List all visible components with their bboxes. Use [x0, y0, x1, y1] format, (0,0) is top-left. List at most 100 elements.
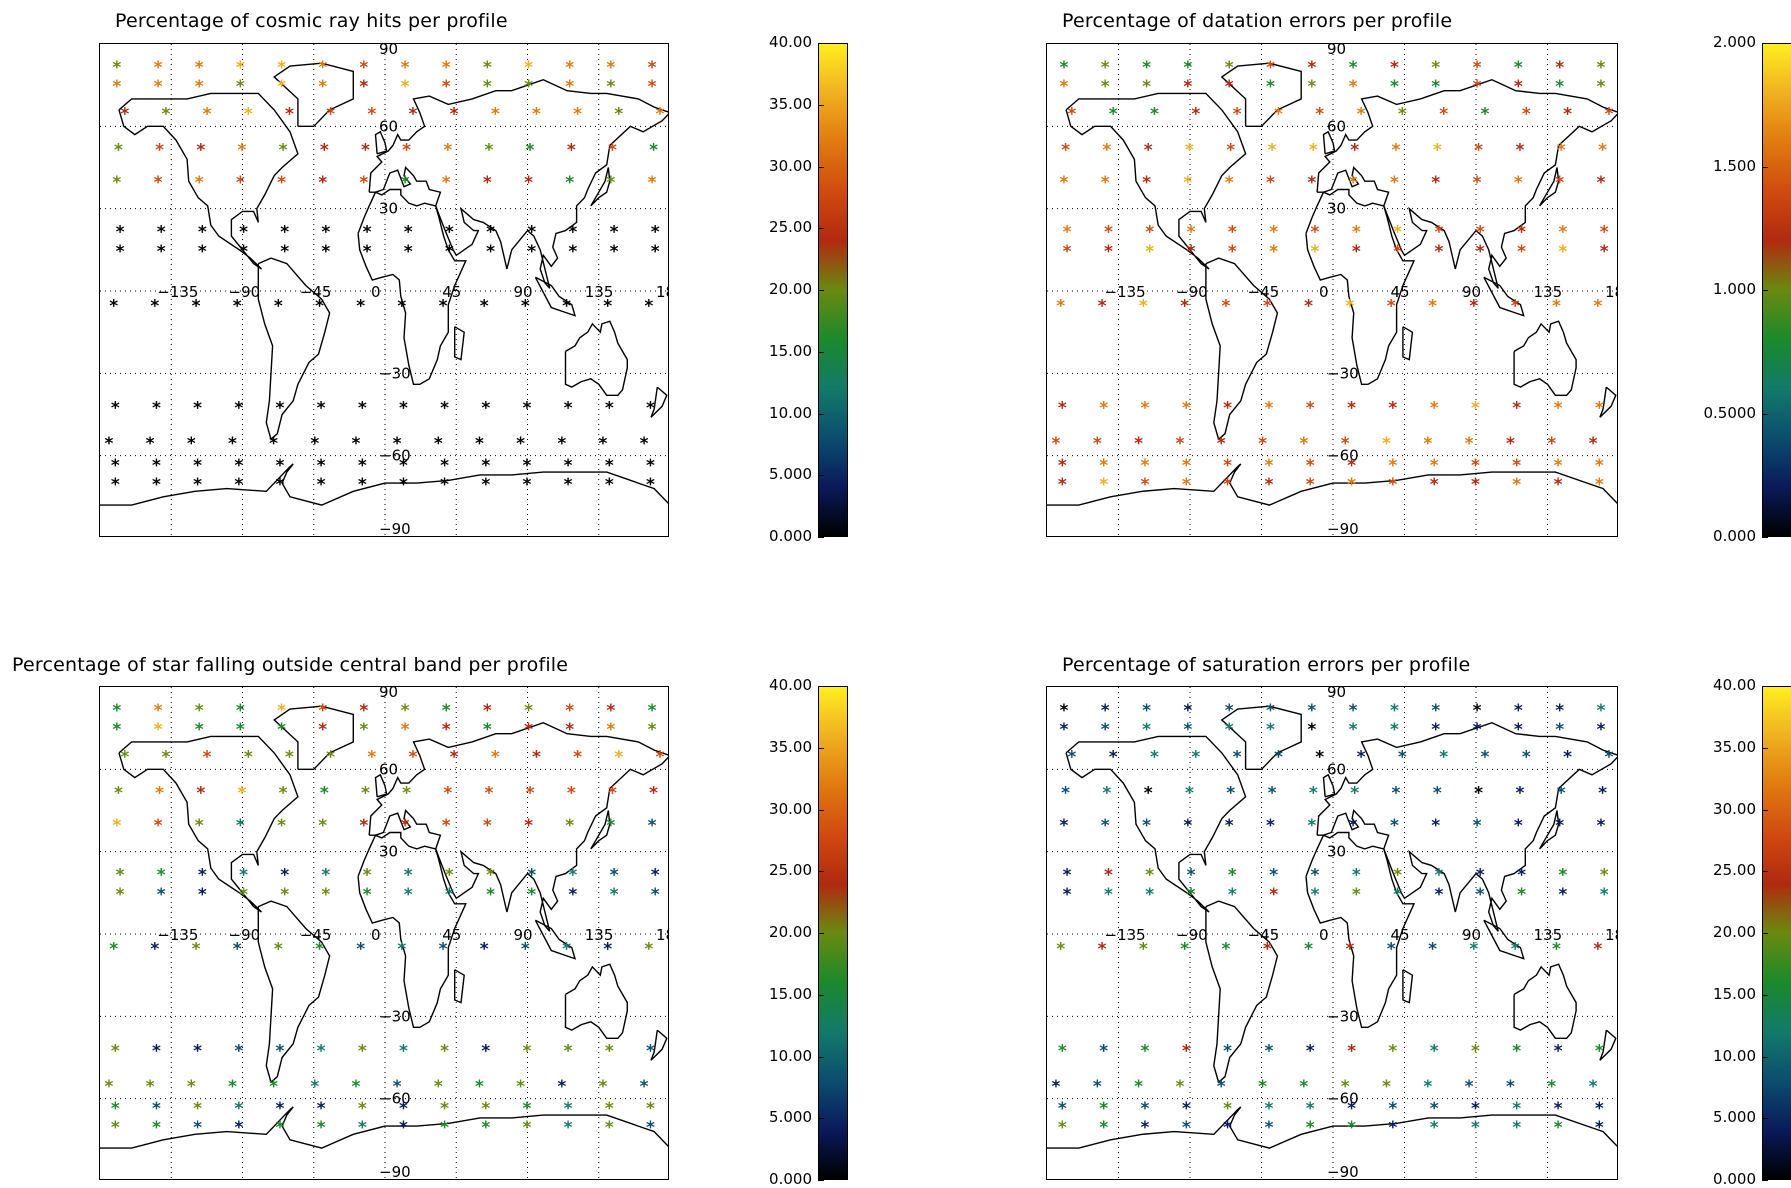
profile-marker: *	[320, 140, 329, 160]
profile-marker: *	[193, 398, 202, 418]
profile-marker: *	[1428, 297, 1437, 317]
colorbar-tick-label: 20.00	[769, 280, 812, 298]
coastline	[1538, 167, 1560, 207]
profile-marker: *	[317, 1041, 326, 1061]
profile-marker: *	[310, 434, 319, 454]
profile-marker: *	[1104, 866, 1113, 886]
profile-marker: *	[317, 1099, 326, 1119]
profile-marker: *	[1098, 297, 1107, 317]
profile-marker: *	[1225, 720, 1234, 740]
profile-marker: *	[1558, 866, 1567, 886]
profile-marker: *	[524, 77, 533, 97]
colorbar-tick	[818, 933, 824, 934]
profile-marker: *	[442, 77, 451, 97]
profile-marker: *	[192, 297, 201, 317]
profile-marker: *	[1315, 105, 1324, 125]
profile-marker: *	[318, 701, 327, 721]
profile-marker: *	[605, 456, 614, 476]
profile-marker: *	[1052, 434, 1061, 454]
profile-marker: *	[445, 242, 454, 262]
profile-marker: *	[276, 398, 285, 418]
profile-marker: *	[195, 701, 204, 721]
colorbar-tick-label: 0.5000	[1703, 403, 1757, 422]
profile-marker: *	[481, 456, 490, 476]
profile-marker: *	[523, 1118, 532, 1138]
profile-marker: *	[399, 1099, 408, 1119]
coastline	[590, 167, 611, 207]
profile-marker: *	[440, 1099, 449, 1119]
profile-marker: *	[1347, 475, 1356, 495]
panel-title: Percentage of cosmic ray hits per profil…	[115, 10, 508, 32]
profile-marker: *	[1268, 140, 1277, 160]
profile-marker: *	[1347, 1099, 1356, 1119]
coastline	[257, 257, 331, 441]
profile-marker: *	[1258, 434, 1267, 454]
coastline	[590, 810, 611, 850]
profile-marker: *	[1552, 940, 1561, 960]
profile-marker: *	[401, 77, 410, 97]
profile-marker: *	[196, 783, 205, 803]
coastline	[1205, 257, 1279, 441]
profile-marker: *	[112, 816, 121, 836]
colorbar-tick-label: 15.00	[769, 984, 812, 1003]
profile-marker: *	[363, 242, 372, 262]
profile-marker: *	[1225, 173, 1234, 193]
profile-marker: *	[1228, 223, 1237, 243]
profile-marker: *	[1059, 701, 1068, 721]
profile-marker: *	[568, 223, 577, 243]
coastline	[1513, 320, 1577, 396]
colorbar-tick-label: 25.00	[769, 861, 812, 880]
lon-grid-label: 135	[1534, 926, 1563, 944]
profile-marker: *	[1473, 77, 1482, 97]
profile-marker: *	[1555, 720, 1564, 740]
profile-marker: *	[483, 58, 492, 78]
profile-marker: *	[1141, 475, 1150, 495]
profile-marker: *	[644, 940, 653, 960]
profile-marker: *	[277, 720, 286, 740]
profile-marker: *	[359, 720, 368, 740]
profile-marker: *	[109, 297, 118, 317]
profile-marker: *	[198, 242, 207, 262]
profile-marker: *	[192, 940, 201, 960]
profile-marker: *	[1382, 434, 1391, 454]
colorbar-tick-label: 20.00	[769, 923, 812, 941]
profile-marker: *	[1387, 940, 1396, 960]
profile-marker: *	[491, 105, 500, 125]
profile-marker: *	[557, 434, 566, 454]
profile-marker: *	[606, 701, 615, 721]
profile-marker: *	[1563, 105, 1572, 125]
profile-marker: *	[606, 58, 615, 78]
profile-marker: *	[198, 885, 207, 905]
profile-marker: *	[1226, 783, 1235, 803]
profile-marker: *	[1476, 242, 1485, 262]
profile-marker: *	[1309, 140, 1318, 160]
colorbar-tick-label: 15.00	[769, 341, 812, 360]
profile-marker: *	[367, 748, 376, 768]
profile-marker: *	[1315, 748, 1324, 768]
profile-marker: *	[1109, 748, 1118, 768]
profile-marker: *	[1512, 1118, 1521, 1138]
profile-marker: *	[481, 1041, 490, 1061]
profile-marker: *	[516, 434, 525, 454]
profile-marker: *	[276, 456, 285, 476]
profile-marker: *	[317, 398, 326, 418]
profile-marker: *	[1547, 434, 1556, 454]
profile-marker: *	[1134, 1077, 1143, 1097]
profile-marker: *	[269, 434, 278, 454]
colorbar-tick	[818, 228, 824, 230]
profile-marker: *	[1563, 748, 1572, 768]
profile-marker: *	[274, 297, 283, 317]
lon-grid-label: 90	[514, 926, 533, 944]
profile-marker: *	[399, 1118, 408, 1138]
profile-marker: *	[310, 1077, 319, 1097]
profile-marker: *	[1555, 173, 1564, 193]
profile-marker: *	[1187, 866, 1196, 886]
profile-marker: *	[610, 223, 619, 243]
profile-marker: *	[1352, 242, 1361, 262]
profile-marker: *	[1182, 398, 1191, 418]
profile-marker: *	[359, 58, 368, 78]
profile-marker: *	[1554, 475, 1563, 495]
profile-marker: *	[565, 58, 574, 78]
lon-grid-label: −45	[1248, 283, 1280, 301]
profile-marker: *	[326, 748, 335, 768]
